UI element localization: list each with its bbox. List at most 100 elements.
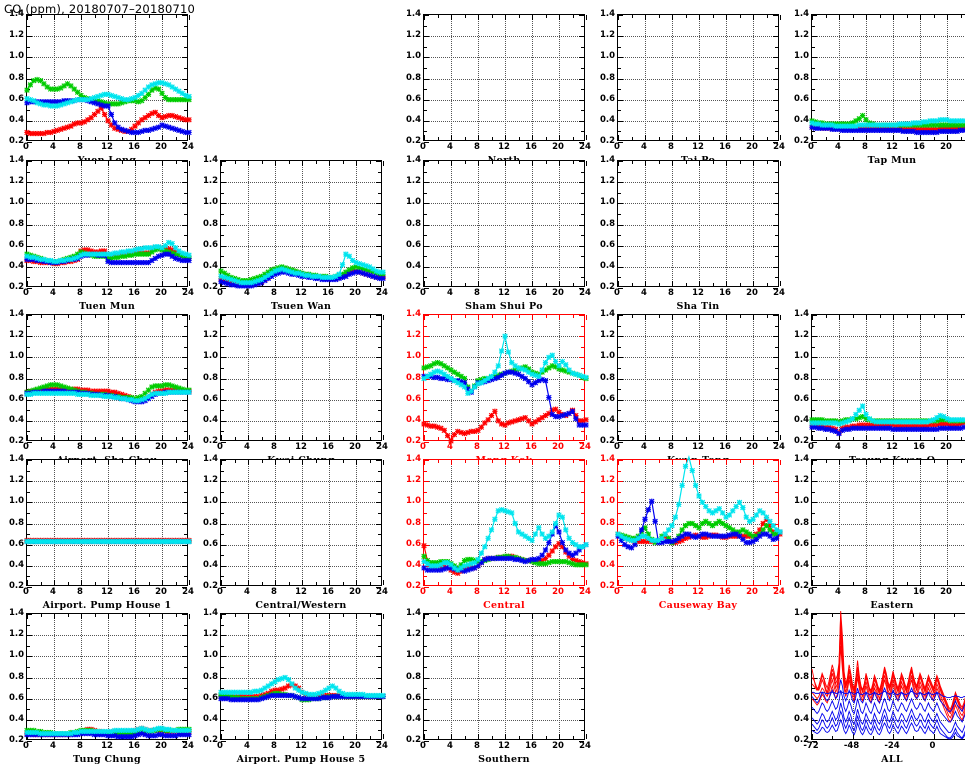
y-tick-label: 1.0 <box>785 352 809 360</box>
data-marker <box>754 512 759 517</box>
x-tick-label: 16 <box>128 443 140 452</box>
series-line-blue <box>424 526 586 572</box>
y-tick-label: 0.6 <box>0 694 24 702</box>
y-tick-label: 0.8 <box>785 673 809 681</box>
x-tick-label: 20 <box>155 588 167 597</box>
axis-tick-y <box>773 379 778 380</box>
axis-tick-x <box>532 614 533 619</box>
axis-tick-x <box>356 435 357 440</box>
y-tick-label: 1.2 <box>397 476 421 484</box>
y-tick-label: 0.2 <box>0 137 24 145</box>
y-tick-label: 0.8 <box>785 374 809 382</box>
data-marker <box>700 500 705 505</box>
axis-tick-y <box>376 315 381 316</box>
data-marker <box>860 403 865 408</box>
axis-tick-x <box>478 281 479 286</box>
data-marker <box>583 422 588 427</box>
axis-tick-x <box>316 582 317 585</box>
data-marker <box>539 367 544 372</box>
plot-area <box>423 459 585 586</box>
data-marker <box>24 87 29 92</box>
axis-tick-x <box>383 734 384 739</box>
axis-tick-x <box>740 161 741 164</box>
y-tick-label: 0.8 <box>0 374 24 382</box>
series-layer <box>27 161 189 288</box>
axis-tick-x <box>672 281 673 286</box>
y-tick-label: 0.6 <box>591 395 615 403</box>
gridline-horizontal <box>221 502 381 503</box>
y-tick-label: 0.4 <box>591 561 615 569</box>
axis-tick-x <box>645 315 646 320</box>
axis-tick-x <box>302 580 303 585</box>
y-tick-label: 1.0 <box>0 52 24 60</box>
axis-tick-x <box>753 435 754 440</box>
axis-tick-x <box>740 15 741 18</box>
axis-tick-x <box>686 15 687 18</box>
x-tick-label: 4 <box>835 143 841 152</box>
gridline-vertical <box>645 161 646 286</box>
axis-tick-x <box>559 161 560 166</box>
axis-tick-x <box>767 161 768 164</box>
data-marker <box>556 529 561 534</box>
data-marker <box>105 118 110 123</box>
y-tick-label: 0.4 <box>194 561 218 569</box>
axis-tick-y <box>773 246 778 247</box>
y-tick-label: 0.6 <box>591 95 615 103</box>
axis-tick-x <box>235 315 236 318</box>
x-tick-label: 12 <box>692 289 704 298</box>
y-tick-label: 1.4 <box>591 310 615 318</box>
axis-tick-x <box>699 161 700 166</box>
data-marker <box>676 502 681 507</box>
y-tick-label: 0.8 <box>397 74 421 82</box>
data-marker <box>696 525 701 530</box>
gridline-vertical <box>866 460 867 585</box>
x-tick-label: 16 <box>719 443 731 452</box>
axis-tick-x <box>632 137 633 140</box>
gridline-vertical <box>275 460 276 585</box>
y-tick-label: 0.6 <box>591 241 615 249</box>
axis-tick-x <box>753 281 754 286</box>
data-marker <box>727 512 732 517</box>
x-tick-label: 4 <box>447 588 453 597</box>
axis-tick-y <box>775 347 778 348</box>
axis-tick-y <box>773 267 778 268</box>
data-marker <box>583 375 588 380</box>
series-layer <box>221 614 383 741</box>
axis-tick-x <box>546 161 547 164</box>
data-marker <box>550 548 555 553</box>
axis-tick-y <box>424 709 427 710</box>
axis-tick-y <box>376 566 381 567</box>
axis-tick-x <box>383 435 384 440</box>
axis-tick-y <box>775 172 778 173</box>
axis-tick-x <box>519 736 520 739</box>
y-tick-label: 0.8 <box>397 374 421 382</box>
gridline-horizontal <box>618 421 778 422</box>
axis-tick-y <box>812 524 817 525</box>
axis-tick-y <box>378 471 381 472</box>
axis-tick-y <box>378 555 381 556</box>
series-layer <box>424 460 586 587</box>
y-tick-label: 1.0 <box>785 497 809 505</box>
x-tick-label: 4 <box>244 588 250 597</box>
axis-tick-x <box>713 315 714 318</box>
data-marker <box>563 362 568 367</box>
axis-tick-x <box>740 437 741 440</box>
panel-title: Tsuen Wan <box>194 301 408 312</box>
axis-tick-x <box>383 315 384 320</box>
axis-tick-y <box>618 203 623 204</box>
series-layer <box>812 614 965 741</box>
axis-tick-x <box>275 315 276 320</box>
axis-tick-x <box>505 161 506 166</box>
axis-tick-x <box>559 614 560 619</box>
axis-tick-x <box>302 435 303 440</box>
axis-tick-y <box>618 57 623 58</box>
data-marker <box>506 349 511 354</box>
plot-area <box>617 314 779 441</box>
y-tick-label: 0.6 <box>785 694 809 702</box>
data-marker <box>156 86 161 91</box>
axis-tick-y <box>581 730 584 731</box>
x-tick-label: 20 <box>940 143 952 152</box>
